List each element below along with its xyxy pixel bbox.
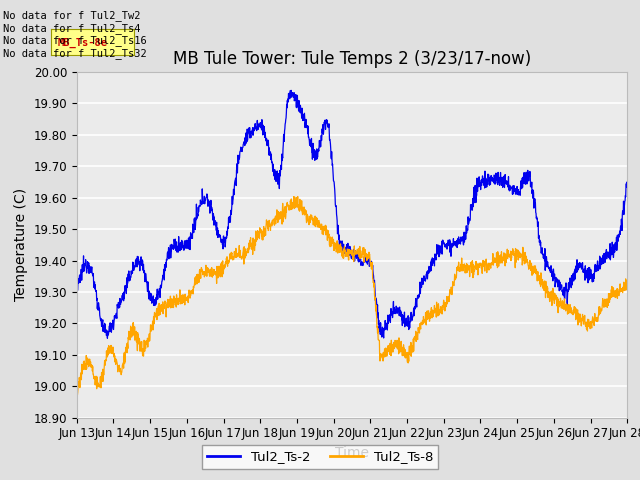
Tul2_Ts-8: [298, 208, 306, 214]
Title: MB Tule Tower: Tule Temps 2 (3/23/17-now): MB Tule Tower: Tule Temps 2 (3/23/17-now…: [173, 49, 531, 68]
Tul2_Ts-2: [104, 336, 111, 341]
Tul2_Ts-8: [191, 280, 198, 286]
Tul2_Ts-8: [449, 282, 457, 288]
Tul2_Ts-2: [279, 146, 287, 152]
Tul2_Ts-2: [191, 223, 198, 228]
Y-axis label: Temperature (C): Temperature (C): [14, 188, 28, 301]
Tul2_Ts-2: [287, 87, 295, 93]
Line: Tul2_Ts-8: Tul2_Ts-8: [77, 196, 627, 395]
Text: No data for f Tul2_Ts32: No data for f Tul2_Ts32: [3, 48, 147, 59]
Tul2_Ts-8: [301, 209, 308, 215]
Tul2_Ts-8: [623, 277, 631, 283]
Legend: Tul2_Ts-2, Tul2_Ts-8: Tul2_Ts-2, Tul2_Ts-8: [202, 445, 438, 468]
Tul2_Ts-8: [279, 211, 287, 216]
Tul2_Ts-8: [105, 343, 113, 348]
Tul2_Ts-8: [294, 193, 301, 199]
Tul2_Ts-8: [74, 392, 81, 398]
Tul2_Ts-2: [298, 105, 306, 111]
Tul2_Ts-2: [449, 242, 457, 248]
Tul2_Ts-2: [105, 330, 113, 336]
Text: No data for f Tul2_Tw2: No data for f Tul2_Tw2: [3, 11, 141, 22]
Tul2_Ts-2: [73, 290, 81, 296]
Tul2_Ts-2: [623, 181, 631, 187]
Text: No data for f Tul2_Ts16: No data for f Tul2_Ts16: [3, 36, 147, 47]
X-axis label: Time: Time: [335, 446, 369, 460]
Text: No data for f Tul2_Ts4: No data for f Tul2_Ts4: [3, 23, 141, 34]
Tul2_Ts-2: [301, 115, 308, 121]
Text: MB_Ts-8e: MB_Ts-8e: [58, 38, 108, 48]
Line: Tul2_Ts-2: Tul2_Ts-2: [77, 90, 627, 338]
Tul2_Ts-8: [73, 386, 81, 392]
